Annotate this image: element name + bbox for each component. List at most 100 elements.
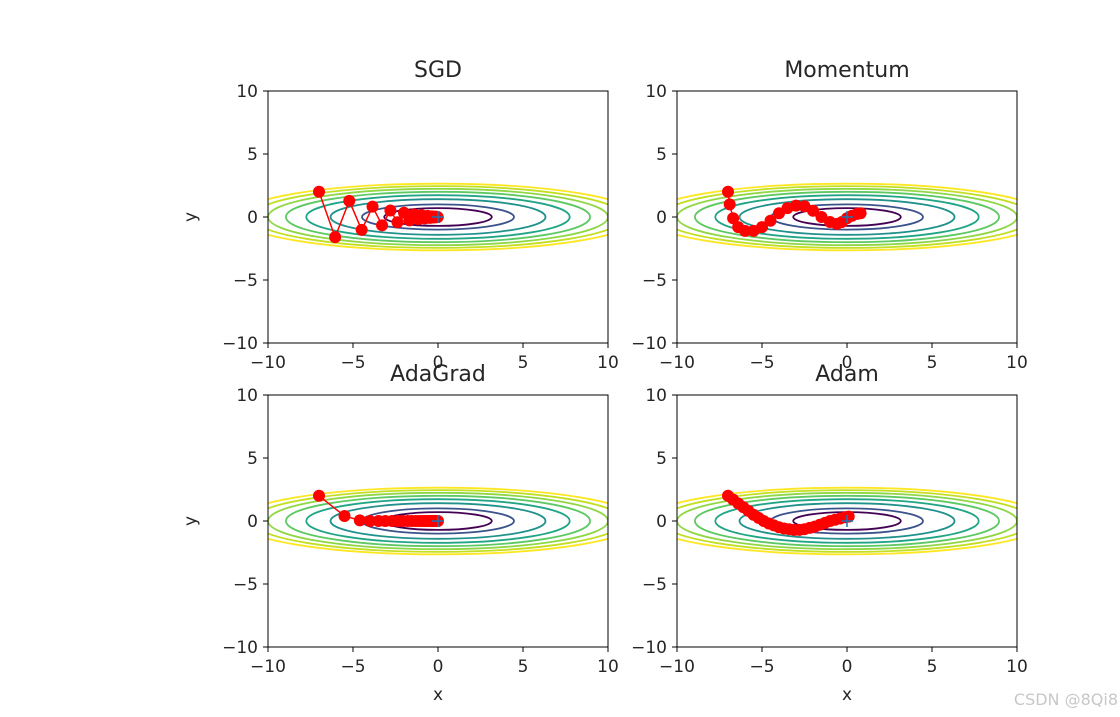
contour-level-0 <box>792 207 902 227</box>
y-tick-label: 10 <box>645 82 667 102</box>
x-tick-label: −5 <box>340 657 365 677</box>
contour-level-7 <box>677 486 1017 556</box>
x-tick-label: 10 <box>1006 657 1028 677</box>
trajectory-point <box>739 224 751 237</box>
contour-level-3 <box>305 194 571 240</box>
contour-level-7 <box>677 182 1017 252</box>
x-tick-label: 5 <box>927 657 938 677</box>
x-tick-label: −5 <box>749 353 774 373</box>
x-tick-label: 5 <box>518 353 529 373</box>
y-tick-label: −5 <box>233 575 258 595</box>
trajectory-point <box>842 510 855 523</box>
y-tick-label: −10 <box>631 638 667 658</box>
subplot-adam: −10 −5 0 5 10 10 5 0 −5 −10 Adam x <box>631 362 1028 705</box>
contour-level-2 <box>329 502 547 540</box>
y-tick-label: −10 <box>631 334 667 354</box>
y-tick-label: −5 <box>233 271 258 291</box>
y-tick-label: 0 <box>247 208 258 228</box>
x-tick-label: 0 <box>433 353 444 373</box>
contour-level-5 <box>268 187 608 247</box>
contour-level-7 <box>268 486 608 556</box>
x-tick-label: −10 <box>659 353 695 373</box>
contour-level-2 <box>738 198 956 236</box>
trajectory-point <box>723 198 736 211</box>
contour-level-2 <box>329 198 547 236</box>
y-axis-label: y <box>181 516 201 526</box>
trajectory-point <box>313 185 325 198</box>
trajectory-point <box>313 489 325 502</box>
contour-level-6 <box>268 489 608 553</box>
contour-level-4 <box>285 190 591 244</box>
contour-level-0 <box>383 207 493 227</box>
contour-level-5 <box>677 491 1017 551</box>
trajectory-point <box>764 214 777 227</box>
x-axis-label: x <box>842 685 852 705</box>
y-tick-label: 5 <box>656 145 667 165</box>
contour-lines <box>677 486 1017 556</box>
trajectory-point <box>338 509 351 522</box>
x-tick-label: 0 <box>433 657 444 677</box>
subplot-sgd: −10 −5 0 5 10 10 5 0 −5 −10 SGD y <box>181 58 619 373</box>
trajectory-point <box>355 223 368 236</box>
trajectory-point <box>722 185 734 198</box>
contour-level-4 <box>694 190 1000 244</box>
trajectory-point <box>353 514 366 527</box>
contour-level-3 <box>714 498 980 544</box>
contour-lines <box>268 486 608 556</box>
trajectory-point <box>343 194 356 207</box>
contour-level-3 <box>305 498 571 544</box>
x-tick-label: 5 <box>927 353 938 373</box>
contour-level-6 <box>268 185 608 249</box>
y-tick-label: −5 <box>642 575 667 595</box>
subplot-adagrad: −10 −5 0 5 10 10 5 0 −5 −10 AdaGrad x y <box>181 362 619 705</box>
optimum-marker <box>841 515 853 527</box>
trajectory-point <box>391 216 404 229</box>
y-tick-label: 0 <box>656 512 667 532</box>
optimum-marker <box>432 515 444 527</box>
y-tick-label: −10 <box>222 638 258 658</box>
contour-level-5 <box>677 187 1017 247</box>
x-tick-label: 0 <box>842 353 853 373</box>
subplot-title: AdaGrad <box>390 362 486 387</box>
trajectory-point <box>329 231 342 244</box>
x-tick-label: 10 <box>597 657 619 677</box>
x-tick-label: 0 <box>842 657 853 677</box>
optimum-marker <box>841 211 853 223</box>
y-axis-label: y <box>181 212 201 222</box>
x-tick-label: 5 <box>518 657 529 677</box>
contour-level-4 <box>285 494 591 548</box>
contour-lines <box>677 182 1017 252</box>
y-tick-label: 10 <box>645 386 667 406</box>
optimum-marker <box>432 211 444 223</box>
x-tick-label: −5 <box>340 353 365 373</box>
x-tick-label: −10 <box>250 353 286 373</box>
y-tick-label: 5 <box>247 449 258 469</box>
y-tick-label: −5 <box>642 271 667 291</box>
trajectory-point <box>364 515 376 527</box>
contour-level-3 <box>714 194 980 240</box>
trajectory-point <box>854 207 867 220</box>
x-tick-label: −10 <box>250 657 286 677</box>
contour-level-6 <box>677 185 1017 249</box>
trajectory-point <box>384 204 397 217</box>
trajectory <box>722 185 867 237</box>
x-tick-label: 10 <box>597 353 619 373</box>
contour-level-6 <box>677 489 1017 553</box>
contour-level-7 <box>268 182 608 252</box>
watermark: CSDN @8Qi8 <box>1013 690 1118 709</box>
trajectory-point <box>366 200 379 213</box>
y-tick-label: 10 <box>236 82 258 102</box>
subplot-title: Momentum <box>784 58 909 83</box>
trajectory-point <box>756 221 768 234</box>
contour-level-5 <box>268 491 608 551</box>
x-tick-label: −10 <box>659 657 695 677</box>
y-tick-label: −10 <box>222 334 258 354</box>
y-tick-label: 10 <box>236 386 258 406</box>
x-tick-label: 10 <box>1006 353 1028 373</box>
y-tick-label: 0 <box>656 208 667 228</box>
subplot-momentum: −10 −5 0 5 10 10 5 0 −5 −10 Momentum <box>631 58 1028 373</box>
subplot-title: Adam <box>815 362 879 387</box>
trajectory <box>722 489 855 536</box>
trajectory-point <box>376 219 389 232</box>
